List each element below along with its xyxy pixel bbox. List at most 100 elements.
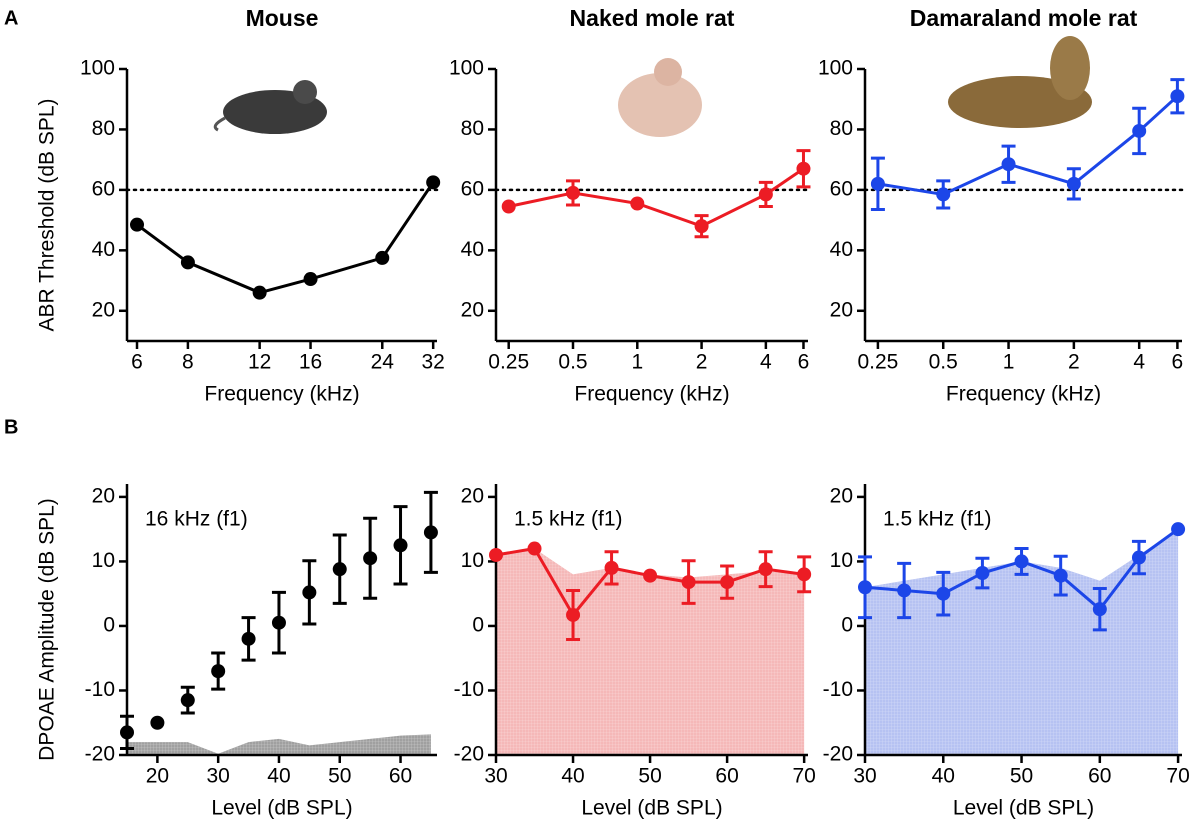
data-point bbox=[363, 551, 378, 566]
x-axis-label: Frequency (kHz) bbox=[946, 383, 1101, 406]
data-point bbox=[180, 255, 195, 270]
panel-label: B bbox=[4, 416, 18, 438]
data-point bbox=[527, 541, 542, 556]
data-point bbox=[1132, 123, 1147, 138]
y-tick-label: 80 bbox=[830, 117, 853, 140]
x-tick-label: 24 bbox=[371, 351, 395, 374]
x-tick-label: 4 bbox=[1133, 351, 1145, 374]
y-tick-label: 20 bbox=[92, 298, 115, 321]
y-tick-label: -20 bbox=[454, 743, 484, 766]
data-point bbox=[211, 664, 226, 679]
data-point bbox=[758, 187, 773, 202]
x-tick-label: 6 bbox=[798, 351, 810, 374]
mouse-photo bbox=[213, 80, 327, 134]
y-tick-label: -20 bbox=[823, 743, 853, 766]
naked-mole-rat-photo bbox=[618, 58, 702, 137]
data-point bbox=[897, 583, 912, 598]
x-tick-label: 1 bbox=[1003, 351, 1015, 374]
x-tick-label: 1 bbox=[631, 351, 643, 374]
y-tick-label: 100 bbox=[449, 57, 484, 80]
x-tick-label: 6 bbox=[1172, 351, 1184, 374]
y-tick-label: 40 bbox=[92, 238, 115, 261]
data-point bbox=[1131, 550, 1146, 565]
x-tick-label: 12 bbox=[248, 351, 271, 374]
data-point bbox=[604, 560, 619, 575]
x-tick-label: 60 bbox=[389, 765, 412, 788]
data-point bbox=[393, 538, 408, 553]
data-point bbox=[501, 199, 516, 214]
y-tick-label: 60 bbox=[461, 177, 484, 200]
y-tick-label: 40 bbox=[830, 238, 853, 261]
x-tick-label: 50 bbox=[1010, 765, 1033, 788]
data-point bbox=[332, 562, 347, 577]
data-point bbox=[1014, 554, 1029, 569]
data-point bbox=[643, 568, 658, 583]
x-tick-label: 60 bbox=[715, 765, 738, 788]
noise-floor-hatch bbox=[127, 734, 431, 755]
y-tick-label: 60 bbox=[92, 177, 115, 200]
data-point bbox=[694, 219, 709, 234]
x-tick-label: 60 bbox=[1088, 765, 1111, 788]
y-tick-label: -20 bbox=[85, 743, 115, 766]
y-tick-label: 20 bbox=[830, 298, 853, 321]
data-point bbox=[565, 185, 580, 200]
data-point bbox=[1171, 522, 1186, 537]
data-point bbox=[271, 615, 286, 630]
data-point bbox=[858, 580, 872, 595]
x-tick-label: 30 bbox=[484, 765, 507, 788]
data-point bbox=[130, 217, 145, 232]
y-tick-label: 20 bbox=[461, 484, 484, 507]
annotation: 16 kHz (f1) bbox=[145, 508, 248, 531]
y-tick-label: 80 bbox=[461, 117, 484, 140]
data-point bbox=[423, 525, 438, 540]
y-tick-label: 40 bbox=[461, 238, 484, 261]
data-point bbox=[375, 250, 390, 265]
data-point bbox=[936, 586, 951, 601]
x-axis-label: Frequency (kHz) bbox=[574, 383, 729, 406]
data-point bbox=[758, 562, 773, 577]
data-point bbox=[241, 631, 256, 646]
panel-label: A bbox=[4, 7, 18, 29]
data-point bbox=[1066, 176, 1081, 191]
series-line bbox=[877, 95, 1179, 196]
x-tick-label: 0.5 bbox=[558, 351, 587, 374]
x-tick-label: 0.25 bbox=[488, 351, 529, 374]
y-tick-label: 0 bbox=[103, 613, 115, 636]
data-point bbox=[796, 161, 811, 176]
y-tick-label: 20 bbox=[830, 484, 853, 507]
x-tick-label: 70 bbox=[792, 765, 815, 788]
x-tick-label: 16 bbox=[299, 351, 322, 374]
data-point bbox=[120, 725, 134, 740]
x-tick-label: 70 bbox=[1166, 765, 1189, 788]
x-tick-label: 4 bbox=[760, 351, 772, 374]
panel-title: Naked mole rat bbox=[570, 5, 735, 31]
panel-title: Mouse bbox=[246, 5, 319, 31]
x-axis-label: Level (dB SPL) bbox=[953, 797, 1094, 820]
data-point bbox=[630, 196, 645, 211]
panel-title: Damaraland mole rat bbox=[910, 5, 1138, 31]
y-tick-label: -10 bbox=[823, 678, 853, 701]
data-point bbox=[870, 176, 885, 191]
x-axis-label: Frequency (kHz) bbox=[204, 383, 359, 406]
x-tick-label: 50 bbox=[328, 765, 351, 788]
y-tick-label: 100 bbox=[80, 57, 115, 80]
x-tick-label: 2 bbox=[696, 351, 708, 374]
series-line bbox=[136, 181, 435, 295]
data-point bbox=[252, 285, 267, 300]
series-line bbox=[508, 167, 805, 228]
x-tick-label: 2 bbox=[1068, 351, 1080, 374]
x-tick-label: 40 bbox=[932, 765, 955, 788]
x-tick-label: 8 bbox=[182, 351, 194, 374]
data-point bbox=[303, 272, 318, 287]
y-tick-label: 10 bbox=[830, 549, 853, 572]
x-tick-label: 40 bbox=[561, 765, 584, 788]
y-tick-label: 100 bbox=[818, 57, 853, 80]
y-tick-label: -10 bbox=[454, 678, 484, 701]
data-point bbox=[566, 607, 581, 622]
data-point bbox=[681, 575, 696, 590]
x-tick-label: 30 bbox=[853, 765, 876, 788]
data-point bbox=[1053, 568, 1068, 583]
x-tick-label: 32 bbox=[421, 351, 444, 374]
